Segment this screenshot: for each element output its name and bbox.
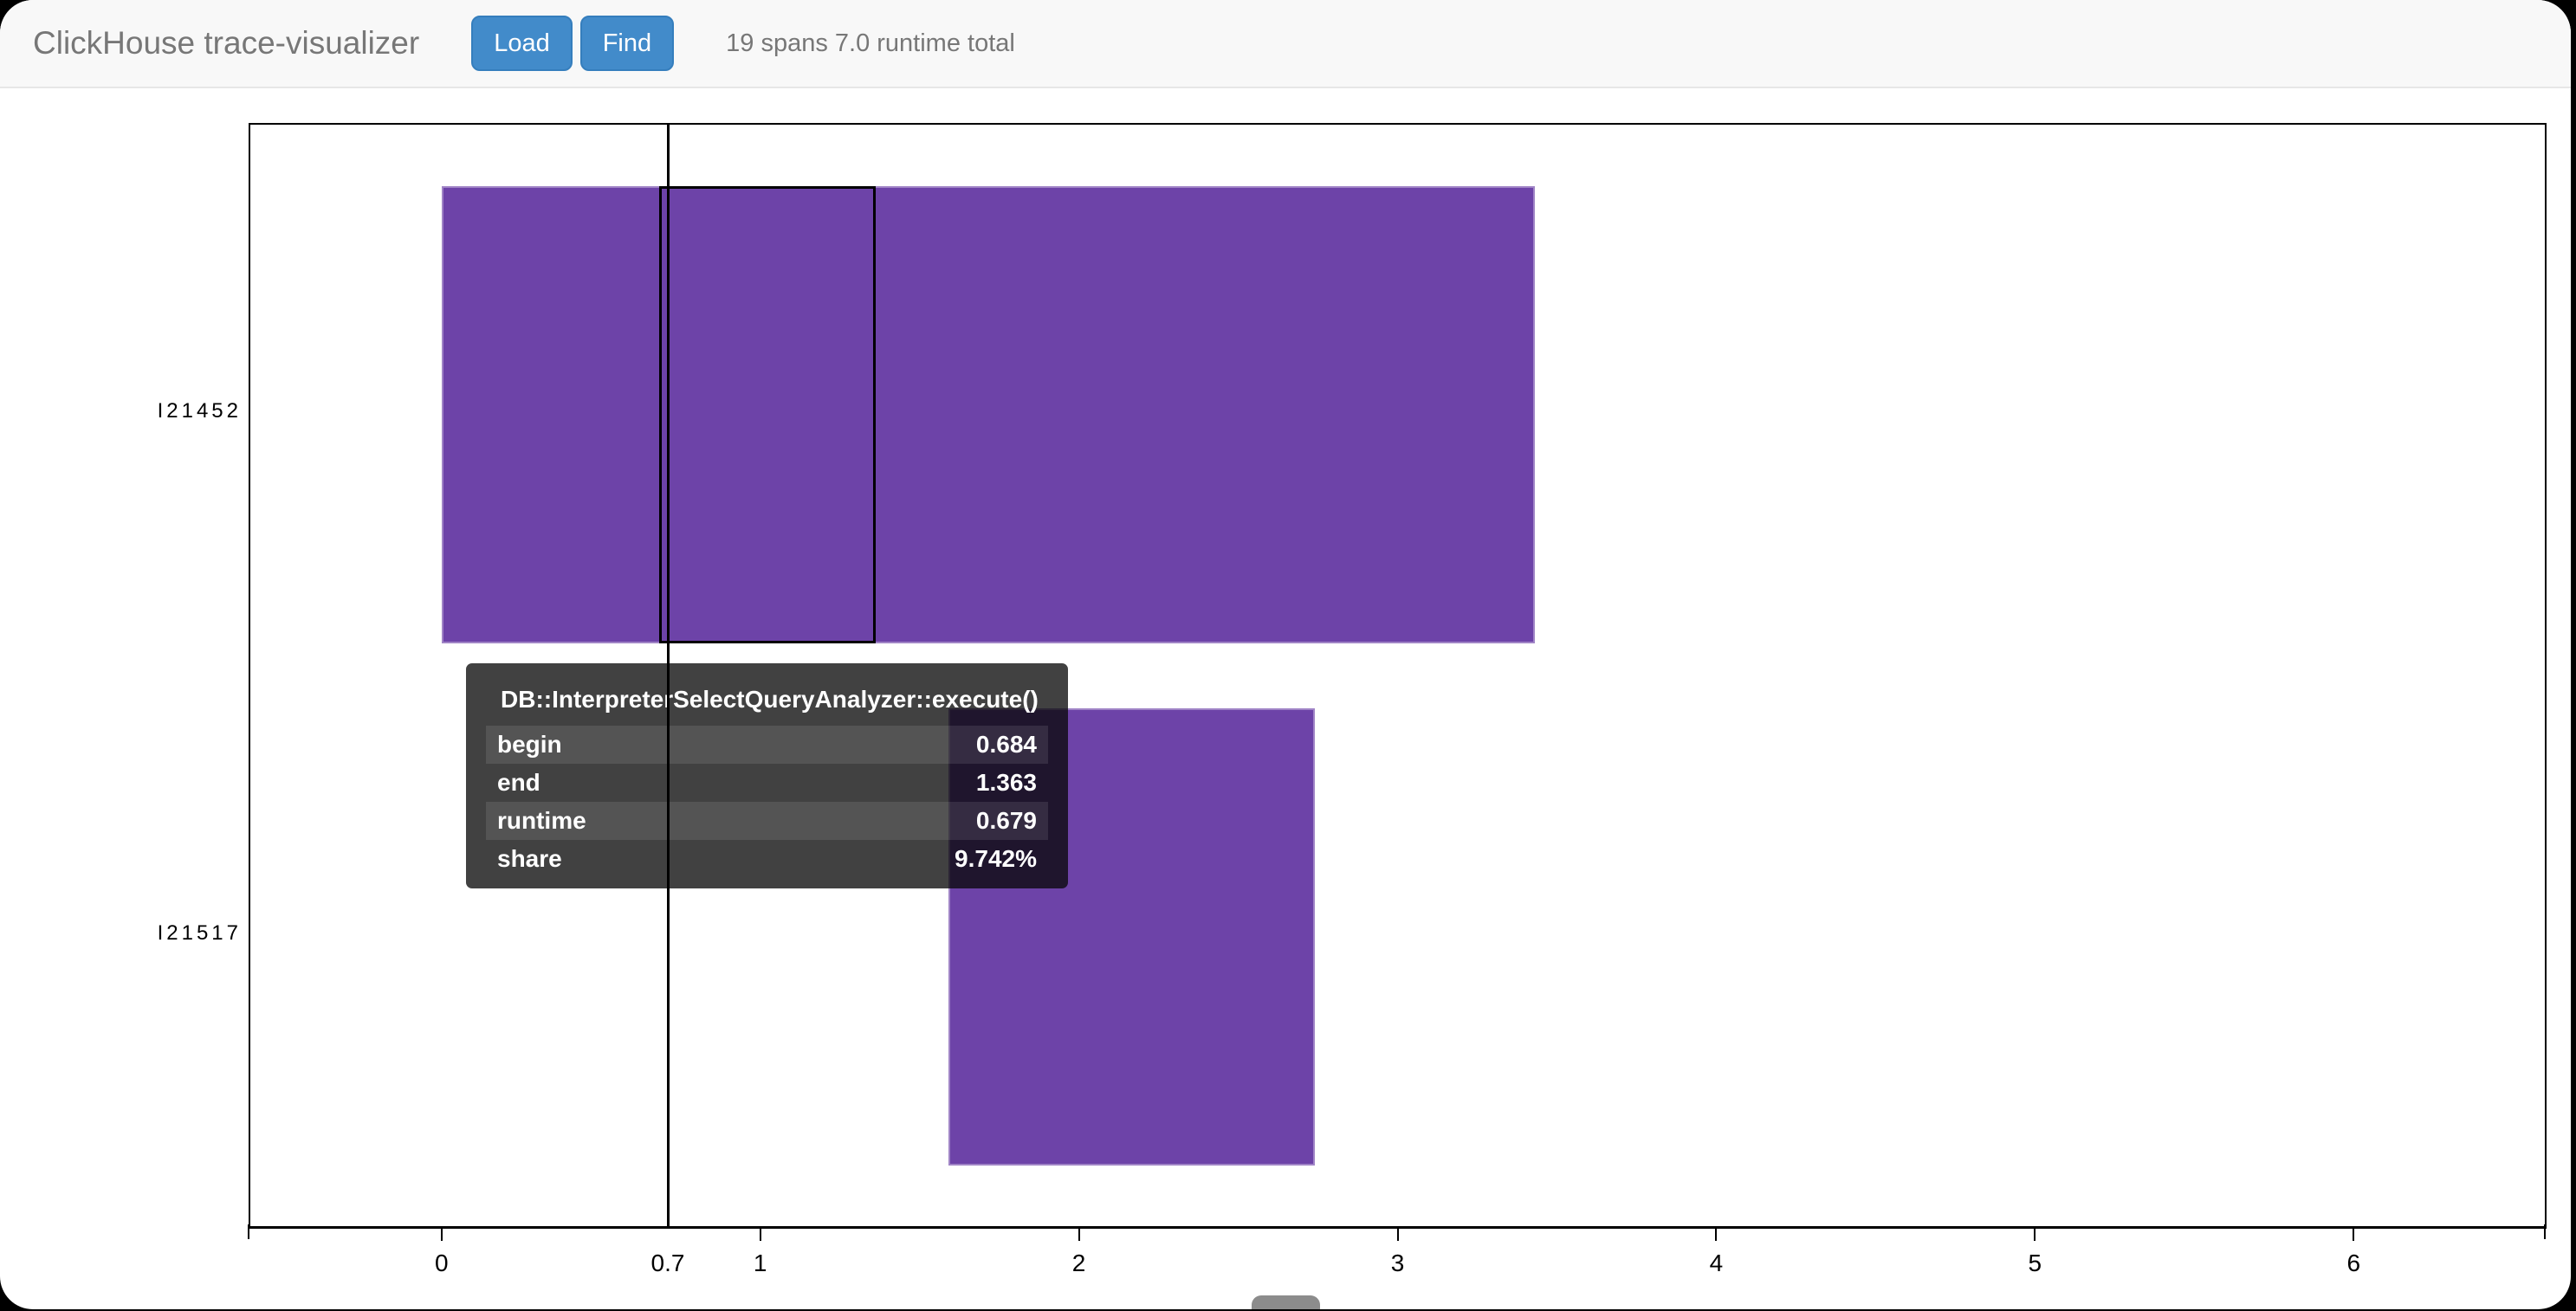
find-button[interactable]: Find bbox=[579, 15, 675, 72]
cursor-axis-label: 0.7 bbox=[650, 1250, 685, 1276]
y-axis-thread-label: I21517 bbox=[157, 921, 242, 945]
cursor-line bbox=[666, 125, 670, 1226]
tooltip-row-value: 0.679 bbox=[975, 807, 1037, 834]
tooltip-row-label: share bbox=[497, 845, 562, 872]
x-axis-tick-label: 0 bbox=[434, 1250, 449, 1276]
span-tooltip: DB::InterpreterSelectQueryAnalyzer::exec… bbox=[466, 663, 1068, 888]
app-title: ClickHouse trace-visualizer bbox=[33, 25, 420, 61]
tooltip-row: begin 0.684 bbox=[486, 726, 1048, 764]
x-axis-tick bbox=[759, 1229, 761, 1241]
x-axis-tick-label: 1 bbox=[753, 1250, 767, 1276]
x-axis-tick bbox=[1078, 1229, 1080, 1241]
span-bar[interactable] bbox=[441, 186, 1535, 643]
tooltip-row-label: begin bbox=[497, 731, 562, 758]
x-axis-tick-label: 4 bbox=[1709, 1250, 1724, 1276]
x-axis-tick bbox=[1396, 1229, 1399, 1241]
tooltip-row-value: 9.742% bbox=[955, 845, 1037, 872]
tooltip-row-value: 0.684 bbox=[975, 731, 1037, 758]
x-axis-tick bbox=[2353, 1229, 2355, 1241]
x-axis-tick-label: 6 bbox=[2346, 1250, 2361, 1276]
navbar: ClickHouse trace-visualizer Load Find 19… bbox=[0, 0, 2571, 88]
tooltip-row-label: runtime bbox=[497, 807, 586, 834]
trace-chart-frame bbox=[249, 123, 2547, 1229]
x-axis-end-tick bbox=[2544, 1224, 2546, 1239]
tooltip-row: share 9.742% bbox=[486, 840, 1048, 878]
horizontal-scrollbar-thumb[interactable] bbox=[1252, 1295, 1320, 1309]
x-axis-tick-label: 3 bbox=[1390, 1250, 1405, 1276]
tooltip-row-value: 1.363 bbox=[975, 769, 1037, 796]
hovered-span-outline bbox=[659, 186, 877, 643]
x-axis-end-tick bbox=[248, 1224, 249, 1239]
x-axis-tick bbox=[1715, 1229, 1718, 1241]
load-button[interactable]: Load bbox=[471, 15, 573, 72]
tooltip-row-label: end bbox=[497, 769, 540, 796]
x-axis-tick bbox=[2034, 1229, 2036, 1241]
x-axis-tick-label: 5 bbox=[2028, 1250, 2042, 1276]
tooltip-row: end 1.363 bbox=[486, 764, 1048, 802]
trace-summary: 19 spans 7.0 runtime total bbox=[726, 29, 1015, 57]
y-axis-thread-label: I21452 bbox=[157, 399, 242, 423]
x-axis-tick bbox=[440, 1229, 443, 1241]
x-axis-tick-label: 2 bbox=[1071, 1250, 1086, 1276]
tooltip-row: runtime 0.679 bbox=[486, 802, 1048, 840]
tooltip-span-name: DB::InterpreterSelectQueryAnalyzer::exec… bbox=[501, 686, 1039, 713]
